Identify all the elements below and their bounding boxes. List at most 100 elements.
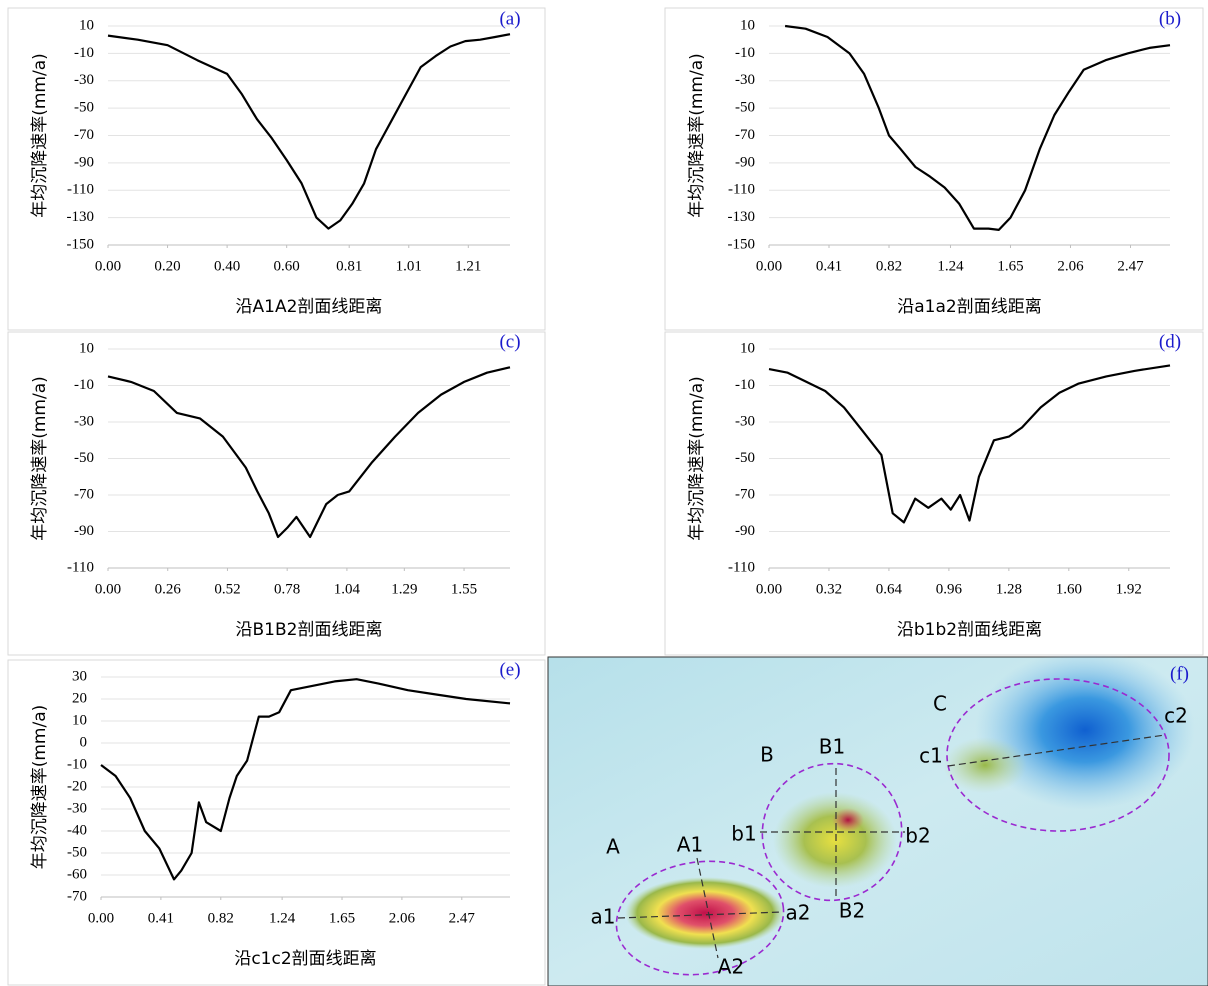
y-tick-label: -30	[74, 72, 94, 88]
y-axis-title: 年均沉降速率(mm/a)	[687, 53, 707, 218]
y-tick-label: -50	[74, 100, 94, 116]
chart-panel: 10-10-30-50-70-90-110-130-1500.000.200.4…	[8, 8, 545, 330]
y-tick-label: -110	[728, 182, 755, 198]
y-tick-label: -150	[728, 236, 756, 252]
y-tick-label: -10	[74, 377, 94, 393]
panel-label: (e)	[499, 659, 520, 680]
y-tick-label: -130	[67, 209, 95, 225]
x-tick-label: 1.04	[334, 581, 361, 597]
y-tick-label: -110	[67, 559, 94, 575]
x-tick-label: 0.20	[154, 258, 180, 274]
y-tick-label: -110	[728, 559, 755, 575]
map-label: B1	[819, 735, 845, 759]
x-tick-label: 2.06	[1057, 258, 1084, 274]
x-tick-label: 0.00	[756, 581, 782, 597]
panel-label: (c)	[499, 331, 520, 352]
x-tick-label: 0.40	[214, 258, 240, 274]
panel-label: (b)	[1159, 8, 1181, 29]
y-tick-label: -50	[735, 100, 755, 116]
x-tick-label: 2.47	[449, 910, 476, 926]
map-label: B2	[839, 899, 865, 923]
panel-label: (a)	[499, 8, 520, 29]
y-tick-label: -70	[735, 486, 755, 502]
map-label: b2	[905, 824, 930, 848]
y-tick-label: -10	[74, 45, 94, 61]
y-tick-label: -30	[74, 413, 94, 429]
figure: (f) AA1a1a2A2BB1b1b2B2Cc1c2 10-10-30-50-…	[0, 0, 1208, 986]
y-tick-label: 30	[72, 668, 87, 684]
map-label: c2	[1164, 704, 1188, 728]
map-label: A2	[718, 955, 744, 979]
x-tick-label: 0.52	[214, 581, 240, 597]
y-tick-label: -50	[67, 844, 87, 860]
y-tick-label: -150	[67, 236, 95, 252]
y-tick-label: 0	[80, 734, 88, 750]
x-tick-label: 0.60	[274, 258, 300, 274]
y-tick-label: 10	[72, 712, 87, 728]
y-axis-title: 年均沉降速率(mm/a)	[687, 376, 707, 541]
y-tick-label: -40	[67, 822, 87, 838]
x-tick-label: 0.82	[876, 258, 902, 274]
y-tick-label: -50	[735, 450, 755, 466]
x-tick-label: 1.65	[997, 258, 1023, 274]
y-tick-label: -70	[735, 127, 755, 143]
x-tick-label: 1.28	[996, 581, 1022, 597]
y-tick-label: -110	[67, 182, 94, 198]
y-tick-label: -30	[735, 413, 755, 429]
x-tick-label: 1.55	[451, 581, 477, 597]
y-tick-label: -20	[67, 778, 87, 794]
x-tick-label: 1.01	[396, 258, 422, 274]
x-tick-label: 1.65	[329, 910, 355, 926]
x-tick-label: 0.00	[95, 258, 121, 274]
y-tick-label: -90	[735, 523, 755, 539]
x-axis-title: 沿B1B2剖面线距离	[236, 620, 383, 640]
y-tick-label: -90	[735, 154, 755, 170]
y-tick-label: -70	[67, 888, 87, 904]
map-label: B	[760, 743, 774, 767]
x-tick-label: 0.00	[88, 910, 114, 926]
y-tick-label: 20	[72, 690, 87, 706]
y-axis-title: 年均沉降速率(mm/a)	[30, 376, 50, 541]
y-tick-label: -90	[74, 523, 94, 539]
map-label: b1	[731, 822, 756, 846]
x-tick-label: 0.26	[155, 581, 182, 597]
x-tick-label: 0.81	[336, 258, 362, 274]
map-label: a2	[786, 901, 811, 925]
y-tick-label: -130	[728, 209, 756, 225]
x-tick-label: 0.82	[208, 910, 234, 926]
map-label: A1	[677, 833, 703, 857]
y-tick-label: -70	[74, 486, 94, 502]
x-tick-label: 1.24	[937, 258, 964, 274]
x-tick-label: 0.64	[876, 581, 903, 597]
x-axis-title: 沿c1c2剖面线距离	[234, 949, 376, 969]
x-tick-label: 0.96	[936, 581, 963, 597]
y-tick-label: -70	[74, 127, 94, 143]
map-label: A	[606, 835, 620, 859]
map-label: a1	[591, 905, 616, 929]
x-tick-label: 1.24	[269, 910, 296, 926]
x-tick-label: 0.32	[816, 581, 842, 597]
y-axis-title: 年均沉降速率(mm/a)	[30, 705, 50, 870]
x-tick-label: 2.47	[1117, 258, 1144, 274]
x-tick-label: 0.78	[274, 581, 300, 597]
panel-label: (d)	[1159, 331, 1181, 352]
y-tick-label: -10	[67, 756, 87, 772]
x-tick-label: 2.06	[389, 910, 416, 926]
x-axis-title: 沿A1A2剖面线距离	[236, 297, 383, 317]
map-label: C	[933, 692, 947, 716]
map-panel: (f) AA1a1a2A2BB1b1b2B2Cc1c2	[548, 650, 1208, 986]
y-tick-label: -50	[74, 450, 94, 466]
zone-b-core	[832, 808, 864, 832]
y-tick-label: 10	[740, 340, 755, 356]
y-tick-label: -90	[74, 154, 94, 170]
y-tick-label: -60	[67, 866, 87, 882]
y-tick-label: -30	[735, 72, 755, 88]
chart-panel: 3020100-10-20-30-40-50-60-700.000.410.82…	[8, 659, 545, 985]
panel-label: (f)	[1170, 663, 1189, 684]
x-tick-label: 1.21	[455, 258, 481, 274]
panel-frame	[8, 660, 545, 985]
x-tick-label: 0.41	[816, 258, 842, 274]
